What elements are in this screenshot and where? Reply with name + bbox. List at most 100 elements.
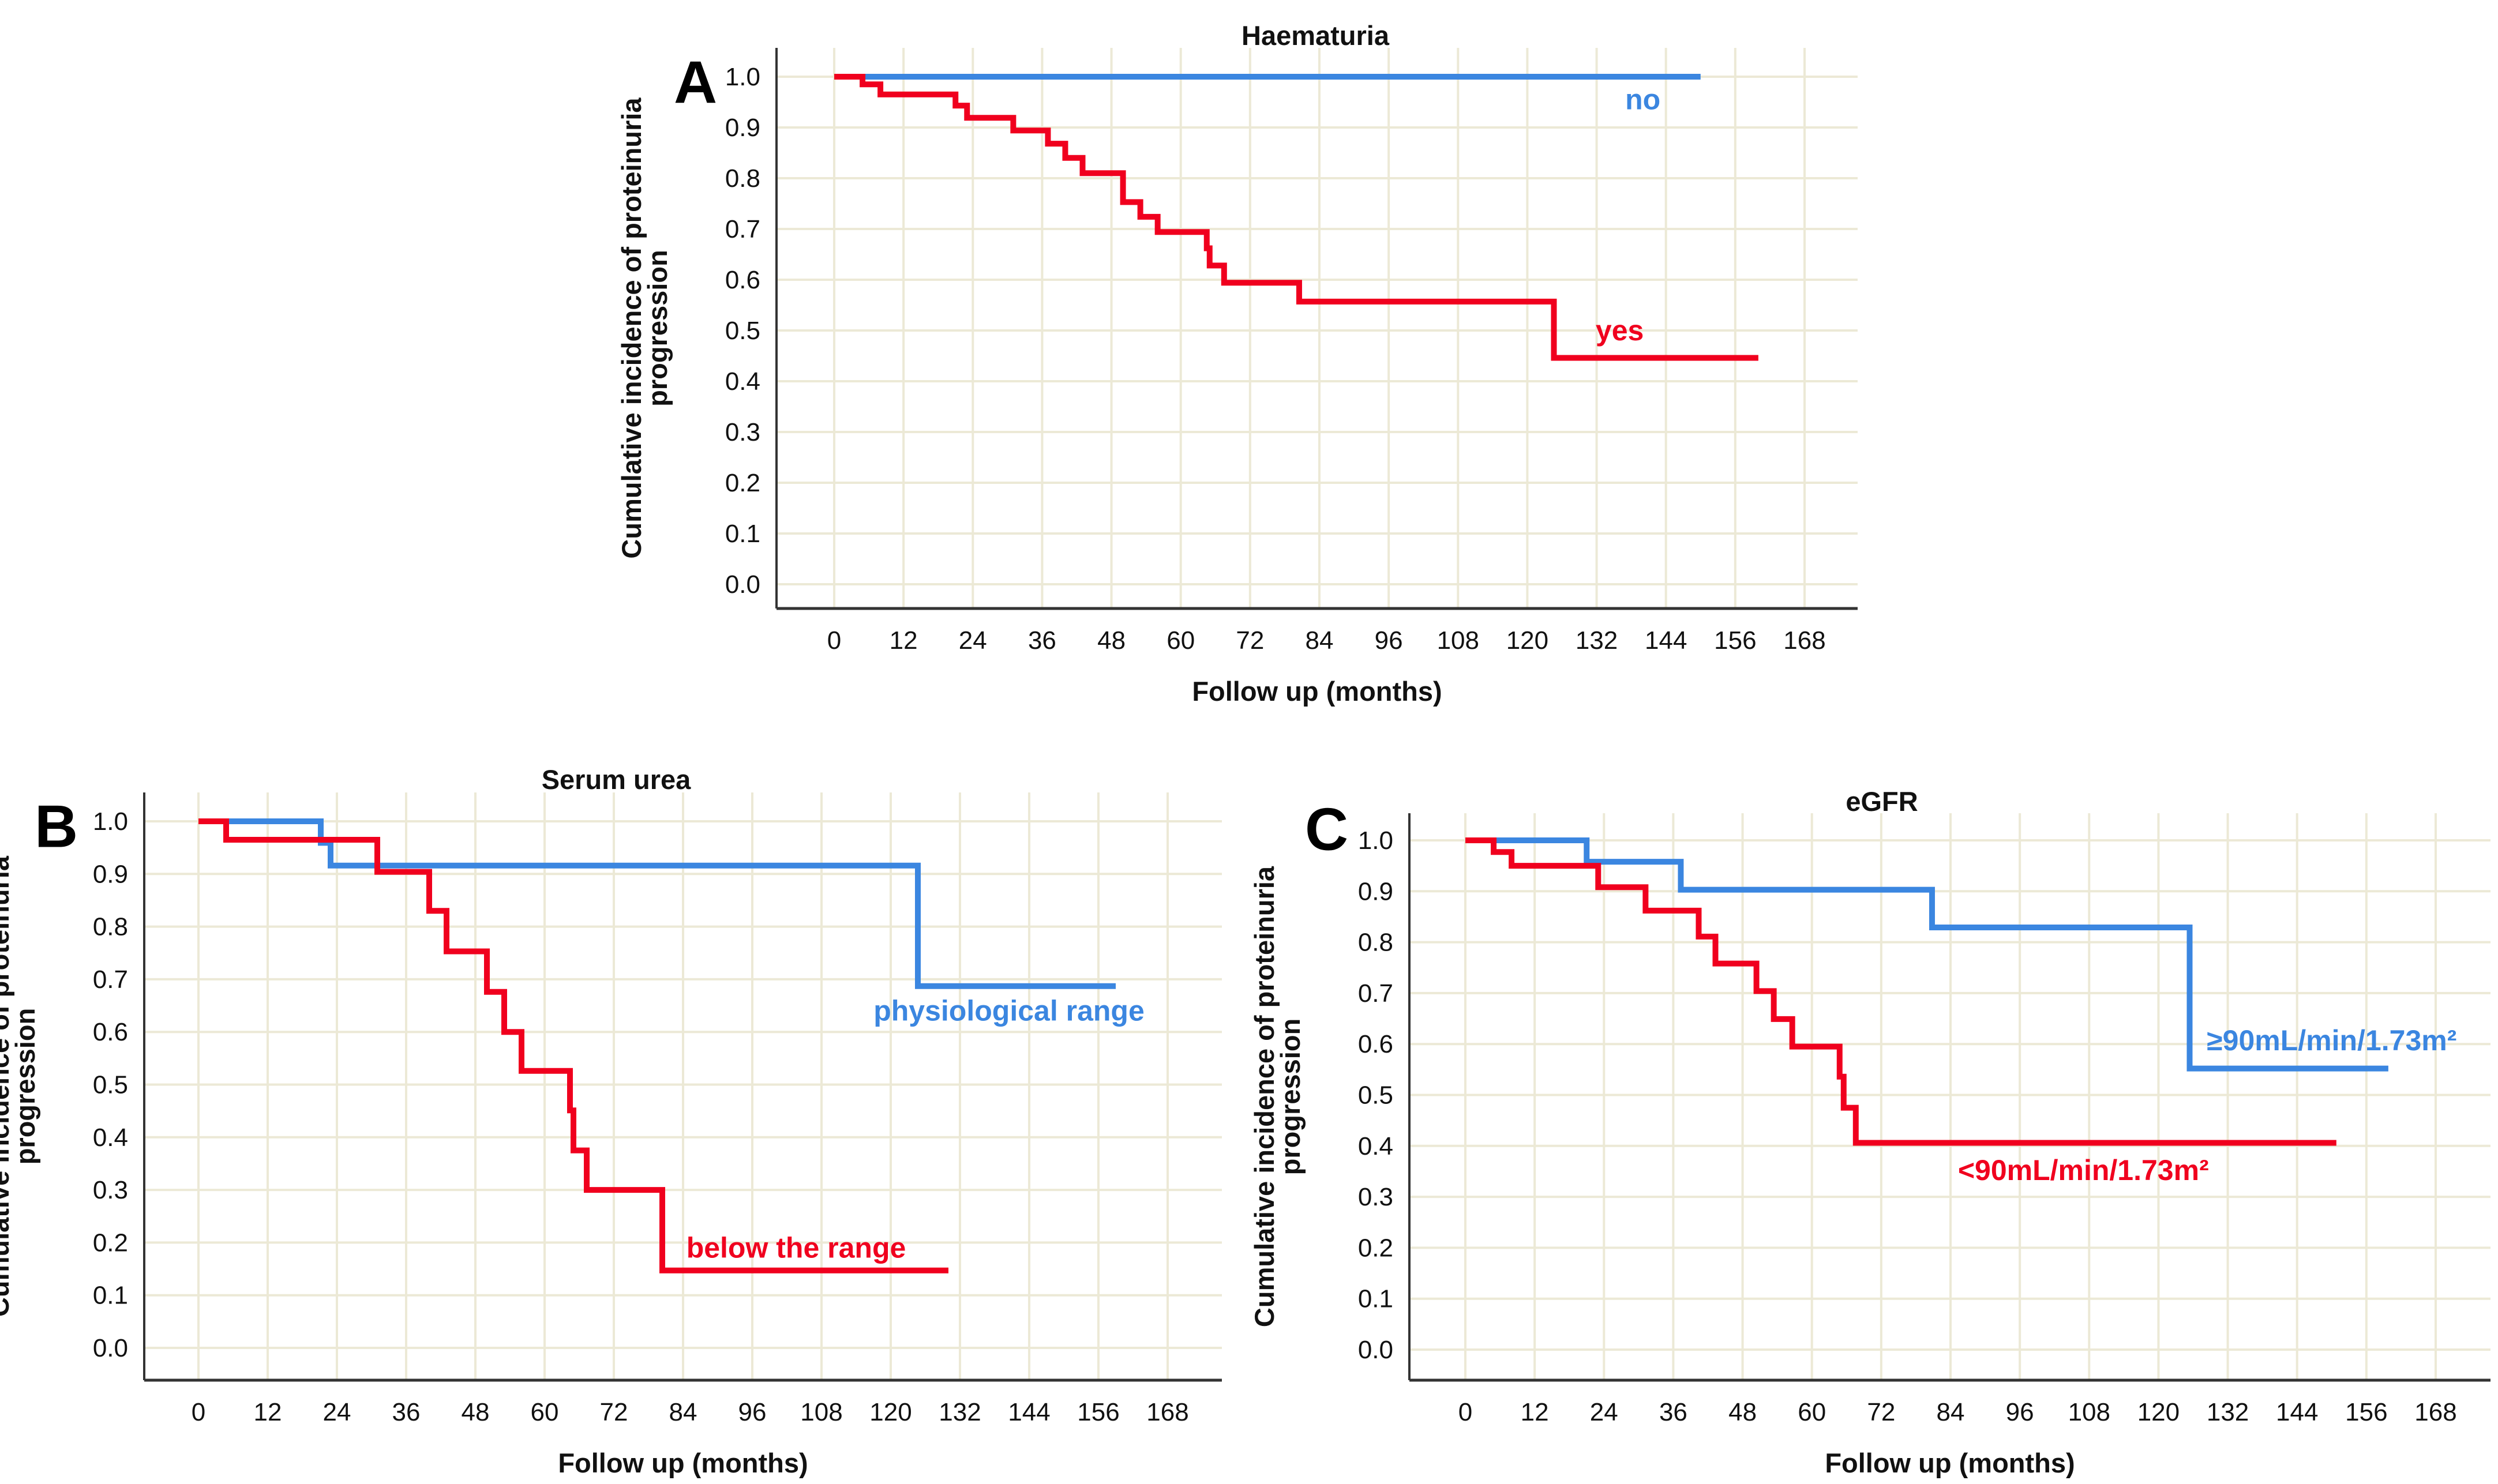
- y-tick-label: 0.2: [725, 469, 760, 497]
- x-tick-label: 96: [1375, 626, 1403, 655]
- y-tick-label: 1.0: [725, 63, 760, 91]
- y-tick-label: 0.4: [725, 367, 760, 396]
- x-tick-label: 120: [2137, 1398, 2180, 1426]
- series-label: <90mL/min/1.73m²: [1958, 1154, 2209, 1186]
- series-line-red: [834, 74, 1758, 361]
- y-tick-label: 0.8: [1358, 929, 1393, 957]
- y-tick-label: 0.1: [93, 1282, 128, 1310]
- x-axis-label: Follow up (months): [1825, 1448, 2075, 1478]
- y-tick-label: 0.6: [1358, 1030, 1393, 1058]
- x-tick-label: 120: [869, 1398, 912, 1426]
- y-tick-label: 0.2: [1358, 1234, 1393, 1262]
- x-tick-label: 36: [392, 1398, 421, 1426]
- y-tick-label: 0.7: [93, 965, 128, 994]
- panel-letter: B: [35, 793, 78, 860]
- x-tick-label: 120: [1506, 626, 1548, 655]
- x-tick-label: 84: [1937, 1398, 1965, 1426]
- panel-letter: A: [674, 49, 717, 116]
- y-tick-label: 0.2: [93, 1228, 128, 1257]
- chart-panel-a: 0 12 24 36 48 60 72 84 96 108 120 132 144 156 168 0.0 0.…: [616, 20, 1858, 707]
- y-tick-label: 0.9: [725, 114, 760, 142]
- x-tick-label: 60: [1798, 1398, 1826, 1426]
- series-line-blue: [1465, 837, 2388, 1072]
- y-axis-label: Cumulative incidence of proteinuria: [1249, 866, 1280, 1327]
- x-tick-label: 156: [1077, 1398, 1119, 1426]
- x-axis-label: Follow up (months): [558, 1448, 808, 1478]
- y-axis-label-line2: progression: [10, 1008, 40, 1165]
- x-axis-label: Follow up (months): [1192, 676, 1442, 707]
- x-tick-label: 72: [600, 1398, 628, 1426]
- y-tick-label: 0.8: [725, 164, 760, 193]
- series-label: yes: [1596, 314, 1644, 347]
- y-tick-label: 1.0: [1358, 826, 1393, 855]
- x-tick-label: 84: [669, 1398, 697, 1426]
- y-tick-label: 0.4: [1358, 1132, 1393, 1160]
- x-tick-label: 132: [939, 1398, 981, 1426]
- y-tick-label: 0.7: [725, 215, 760, 243]
- chart-panel-b: 0 12 24 36 48 60 72 84 96 108 120 132 144 156 168 0.0 0.…: [0, 764, 1222, 1478]
- x-tick-label: 36: [1028, 626, 1056, 655]
- x-tick-label: 144: [2276, 1398, 2318, 1426]
- panel-letter: C: [1305, 796, 1348, 863]
- x-tick-label: 0: [1458, 1398, 1472, 1426]
- x-tick-label: 48: [1097, 626, 1126, 655]
- y-tick-label: 0.5: [93, 1071, 128, 1099]
- series-line-red: [198, 818, 948, 1273]
- chart-title: Serum urea: [542, 764, 691, 795]
- x-tick-label: 108: [1437, 626, 1479, 655]
- x-tick-label: 60: [1167, 626, 1195, 655]
- x-tick-label: 48: [462, 1398, 490, 1426]
- y-axis-label: Cumulative incidence of proteinuria: [616, 97, 647, 559]
- y-tick-label: 0.6: [725, 266, 760, 294]
- x-tick-label: 24: [959, 626, 987, 655]
- y-tick-label: 0.9: [93, 860, 128, 888]
- x-tick-label: 96: [2006, 1398, 2034, 1426]
- x-tick-label: 132: [1576, 626, 1618, 655]
- x-tick-label: 156: [2345, 1398, 2387, 1426]
- y-axis-label: Cumulative incidence of proteinuria: [0, 855, 14, 1317]
- x-tick-label: 60: [531, 1398, 559, 1426]
- series-label: physiological range: [873, 995, 1145, 1027]
- y-tick-label: 0.1: [1358, 1285, 1393, 1313]
- x-tick-label: 168: [1783, 626, 1825, 655]
- x-tick-label: 24: [1590, 1398, 1618, 1426]
- y-tick-label: 0.3: [93, 1176, 128, 1204]
- y-tick-label: 0.0: [1358, 1336, 1393, 1364]
- chart-title: eGFR: [1846, 786, 1918, 817]
- series-line-blue: [198, 818, 1116, 989]
- x-tick-label: 48: [1728, 1398, 1757, 1426]
- y-tick-label: 0.6: [93, 1018, 128, 1046]
- y-tick-label: 0.0: [725, 570, 760, 599]
- y-tick-label: 0.0: [93, 1334, 128, 1362]
- x-tick-label: 108: [800, 1398, 842, 1426]
- x-tick-label: 144: [1645, 626, 1687, 655]
- x-tick-label: 12: [254, 1398, 282, 1426]
- x-tick-label: 156: [1714, 626, 1756, 655]
- x-tick-label: 84: [1306, 626, 1334, 655]
- y-tick-label: 0.3: [725, 418, 760, 446]
- y-tick-label: 0.9: [1358, 877, 1393, 906]
- y-tick-label: 1.0: [93, 807, 128, 836]
- y-tick-label: 0.8: [93, 913, 128, 941]
- x-tick-label: 144: [1008, 1398, 1050, 1426]
- y-tick-label: 0.3: [1358, 1183, 1393, 1211]
- x-tick-label: 12: [890, 626, 918, 655]
- x-tick-label: 0: [827, 626, 841, 655]
- x-tick-label: 168: [2414, 1398, 2456, 1426]
- x-tick-label: 168: [1146, 1398, 1188, 1426]
- x-tick-label: 132: [2207, 1398, 2249, 1426]
- chart-title: Haematuria: [1242, 20, 1390, 51]
- y-axis-label-line2: progression: [642, 250, 673, 407]
- series-label: ≥90mL/min/1.73m²: [2207, 1024, 2456, 1057]
- x-tick-label: 36: [1659, 1398, 1687, 1426]
- y-axis-label-line2: progression: [1275, 1019, 1306, 1175]
- series-label: below the range: [687, 1232, 906, 1264]
- x-tick-label: 0: [192, 1398, 205, 1426]
- series-line-red: [1465, 837, 2336, 1146]
- series-label: no: [1625, 84, 1660, 116]
- y-tick-label: 0.5: [1358, 1081, 1393, 1110]
- y-tick-label: 0.7: [1358, 979, 1393, 1008]
- x-tick-label: 96: [738, 1398, 767, 1426]
- x-tick-label: 72: [1236, 626, 1264, 655]
